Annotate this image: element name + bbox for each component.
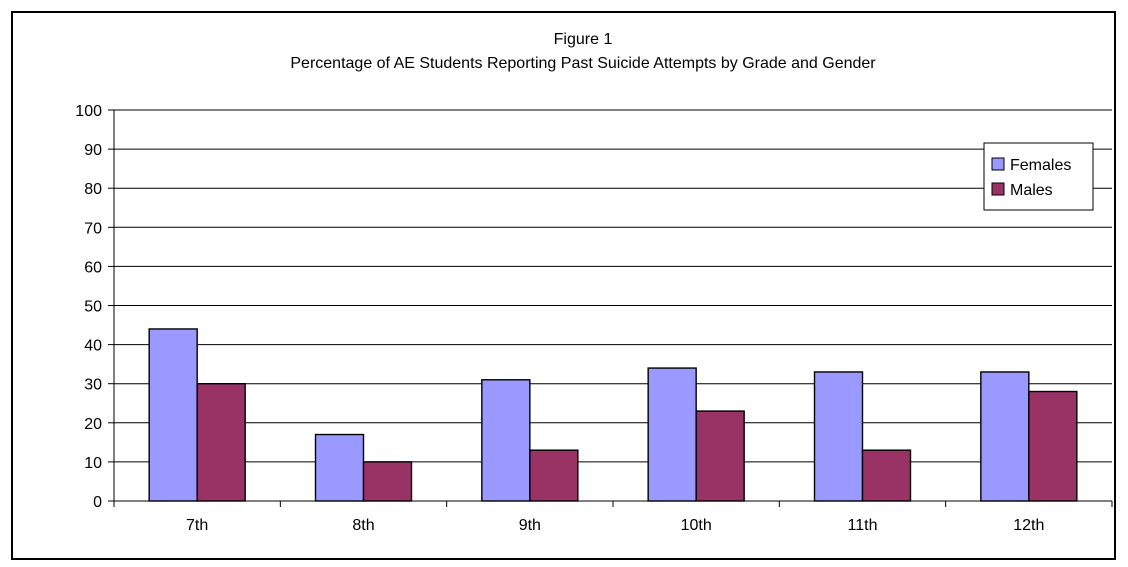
y-axis-tick-labels: 0 10 20 30 40 50 60 70 80 90 100	[75, 103, 102, 511]
axes	[108, 109, 1113, 507]
x-tick-label: 10th	[681, 517, 712, 534]
x-tick-label: 7th	[186, 517, 208, 534]
bar-males-12th	[1028, 390, 1078, 502]
y-tick-label: 90	[84, 142, 102, 159]
chart-subtitle: Percentage of AE Students Reporting Past…	[290, 55, 876, 72]
bar-males-10th	[695, 410, 745, 502]
bar-females-7th	[148, 328, 198, 502]
y-tick-label: 80	[84, 181, 102, 198]
bar-chart: Figure 1 Percentage of AE Students Repor…	[75, 31, 1113, 534]
legend-swatch-females	[991, 157, 1005, 171]
x-tick-label: 8th	[352, 517, 374, 534]
gridlines	[114, 109, 1112, 463]
bar-females-12th	[980, 371, 1030, 502]
bar-females-9th	[481, 379, 531, 502]
y-tick-label: 40	[84, 338, 102, 355]
y-tick-label: 60	[84, 259, 102, 276]
x-tick-label: 11th	[848, 517, 878, 534]
x-axis-tick-labels: 7th 8th 9th 10th 11th 12th	[186, 517, 1044, 534]
bar-males-7th	[196, 383, 246, 502]
chart-frame: Figure 1 Percentage of AE Students Repor…	[11, 11, 1116, 560]
y-tick-label: 0	[93, 494, 102, 511]
bar-males-9th	[529, 449, 579, 502]
x-tick-label: 9th	[519, 517, 541, 534]
x-tick-label: 12th	[1013, 517, 1044, 534]
bar-females-8th	[314, 433, 365, 502]
legend-swatch-males	[991, 182, 1005, 196]
bar-females-11th	[813, 371, 864, 502]
legend-label-males: Males	[1010, 182, 1053, 199]
y-tick-label: 10	[84, 455, 102, 472]
y-tick-label: 70	[84, 220, 102, 237]
legend-label-females: Females	[1010, 157, 1071, 174]
legend: Females Males	[983, 142, 1094, 211]
y-tick-label: 30	[84, 377, 102, 394]
legend-box	[983, 142, 1094, 211]
bar-males-8th	[362, 461, 413, 502]
chart-title: Figure 1	[554, 31, 613, 48]
bar-females-10th	[647, 367, 697, 502]
y-tick-label: 100	[75, 103, 102, 120]
y-tick-label: 50	[84, 299, 102, 316]
y-tick-label: 20	[84, 416, 102, 433]
bar-males-11th	[861, 449, 912, 502]
bars	[148, 328, 1078, 502]
